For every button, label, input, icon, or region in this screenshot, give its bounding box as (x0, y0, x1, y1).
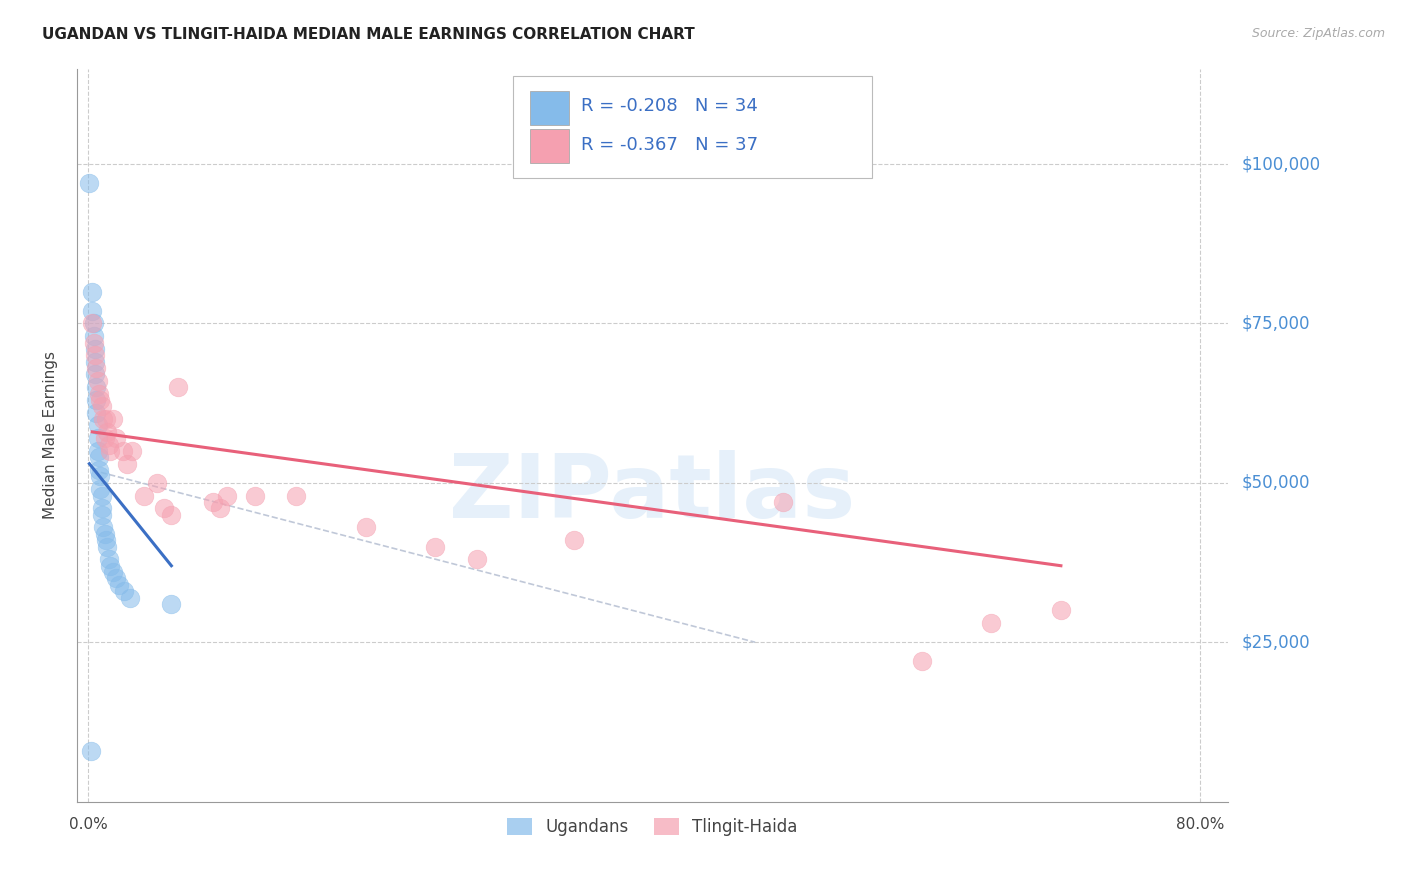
Point (465, 552, 488, 566)
Point (82, 317, 104, 331)
Text: 80.0%: 80.0% (1175, 817, 1225, 832)
Point (101, 412, 124, 426)
Point (84, 348, 107, 362)
Point (84, 368, 107, 382)
Point (82, 285, 104, 299)
Point (132, 489, 155, 503)
Text: $25,000: $25,000 (1241, 633, 1310, 651)
Point (94, 533, 117, 548)
Point (425, 540, 447, 554)
Point (79, 176, 101, 190)
Point (285, 489, 308, 503)
Point (91, 412, 114, 426)
Point (86, 380, 108, 394)
Point (86, 361, 108, 376)
Point (87, 386, 110, 401)
Point (160, 508, 183, 522)
Point (89, 392, 111, 407)
Point (87, 450, 110, 465)
Point (89, 469, 111, 483)
Point (146, 475, 169, 490)
Point (83, 335, 105, 350)
Text: $50,000: $50,000 (1241, 474, 1310, 491)
Point (89, 482, 111, 496)
Point (96, 540, 118, 554)
Point (82, 303, 104, 318)
Point (112, 584, 135, 599)
Point (93, 431, 115, 445)
Point (80, 743, 103, 757)
Point (115, 457, 138, 471)
Point (86, 392, 108, 407)
Text: Source: ZipAtlas.com: Source: ZipAtlas.com (1251, 27, 1385, 40)
Point (87, 463, 110, 477)
Point (980, 616, 1002, 631)
Text: ZIPatlas: ZIPatlas (449, 450, 855, 537)
Point (83, 317, 105, 331)
Point (87, 444, 110, 458)
Point (160, 597, 183, 611)
Text: R = -0.208   N = 34: R = -0.208 N = 34 (581, 97, 758, 115)
Point (153, 501, 176, 516)
Point (911, 654, 934, 668)
Point (90, 501, 112, 516)
Point (84, 342, 107, 356)
Point (98, 444, 121, 458)
Point (90, 400, 112, 414)
Point (90, 508, 112, 522)
Point (98, 558, 121, 573)
Point (101, 565, 124, 579)
Point (87, 418, 110, 433)
Point (96, 425, 118, 439)
Point (1050, 603, 1073, 617)
Point (118, 591, 141, 605)
Text: UGANDAN VS TLINGIT-HAIDA MEDIAN MALE EARNINGS CORRELATION CHART: UGANDAN VS TLINGIT-HAIDA MEDIAN MALE EAR… (42, 27, 695, 42)
Point (91, 520, 114, 534)
Text: $75,000: $75,000 (1241, 315, 1310, 333)
Point (202, 495, 225, 509)
Point (772, 495, 794, 509)
Point (354, 520, 377, 534)
Point (86, 406, 108, 420)
Point (93, 526, 115, 541)
Point (87, 374, 110, 388)
Text: 0.0%: 0.0% (69, 817, 107, 832)
Point (167, 380, 190, 394)
Point (111, 444, 134, 458)
Text: $100,000: $100,000 (1241, 155, 1320, 173)
Text: R = -0.367   N = 37: R = -0.367 N = 37 (581, 136, 758, 153)
Point (215, 489, 238, 503)
Point (107, 578, 129, 592)
Point (104, 431, 127, 445)
Point (97, 552, 120, 566)
Legend: Ugandans, Tlingit-Haida: Ugandans, Tlingit-Haida (499, 810, 806, 845)
Point (121, 444, 143, 458)
Point (83, 329, 105, 343)
Point (87, 431, 110, 445)
Point (208, 501, 231, 516)
Point (104, 572, 127, 586)
Point (84, 355, 107, 369)
Point (90, 489, 112, 503)
Point (564, 533, 586, 548)
Y-axis label: Median Male Earnings: Median Male Earnings (44, 351, 58, 519)
Point (97, 437, 120, 451)
Point (94, 412, 117, 426)
Point (243, 489, 266, 503)
